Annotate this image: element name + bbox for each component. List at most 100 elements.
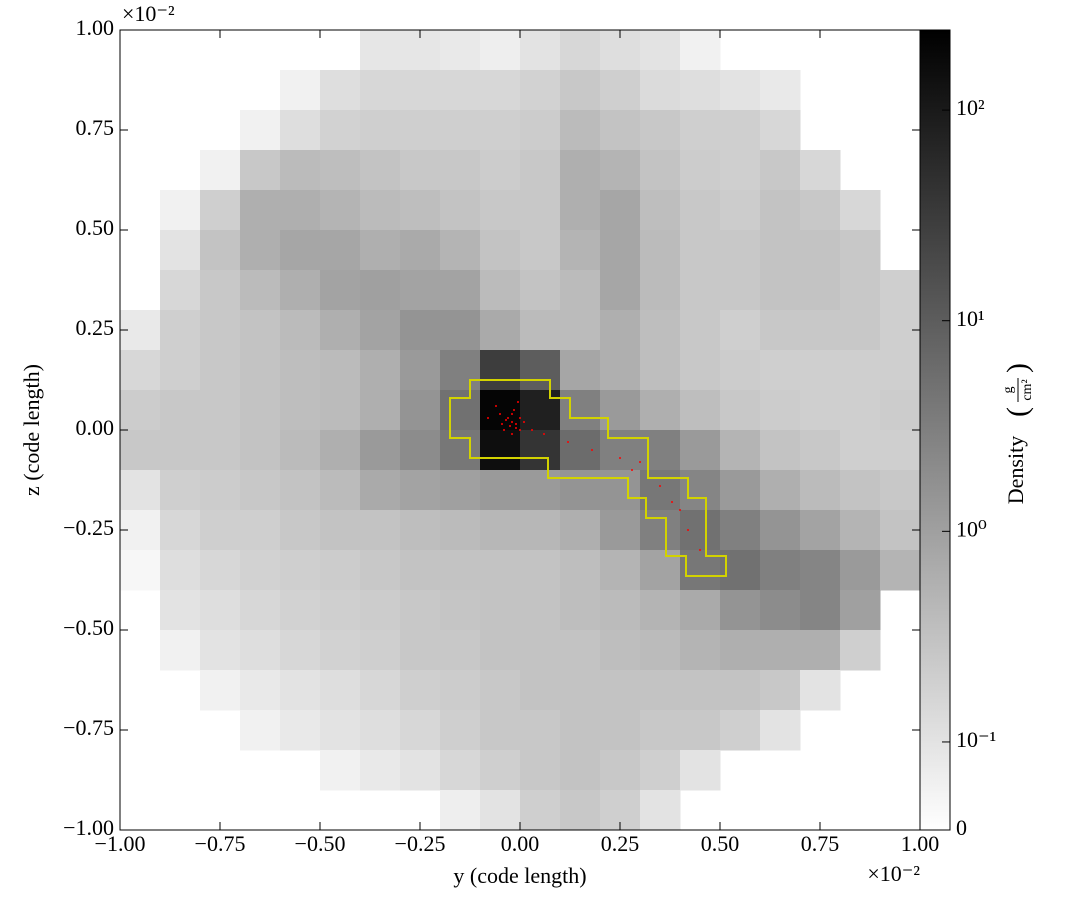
density-cell [360,750,401,791]
density-cell [440,190,481,231]
density-cell [240,470,281,511]
density-cell [240,390,281,431]
density-cell [600,750,641,791]
density-cell [360,70,401,111]
density-cell [720,710,761,751]
density-cell [640,190,681,231]
density-cell [360,230,401,271]
density-cell [680,630,721,671]
particle [507,417,509,419]
density-cell [600,350,641,391]
density-cell [400,550,441,591]
density-cell [760,470,801,511]
density-cell [760,590,801,631]
density-cell [760,70,801,111]
density-cell [560,470,601,511]
density-cell [360,390,401,431]
density-cell [520,790,561,831]
density-cell [840,470,881,511]
density-cell [720,470,761,511]
density-cell [440,70,481,111]
density-cell [200,550,241,591]
density-cell [560,710,601,751]
density-cell [440,110,481,151]
density-cell [560,30,601,71]
density-cell [640,670,681,711]
density-cell [480,790,521,831]
colorbar-tick-label: 0 [956,815,967,840]
overlay [449,379,727,577]
density-cell [400,590,441,631]
density-cell [440,750,481,791]
density-cell [800,470,841,511]
contour [449,379,727,577]
density-cell [320,510,361,551]
density-cell [120,350,161,391]
density-cell [160,470,201,511]
density-cell [280,710,321,751]
density-cell [440,350,481,391]
density-cell [160,350,201,391]
density-cell [160,230,201,271]
density-cell [800,390,841,431]
density-cell [600,270,641,311]
density-cell [640,350,681,391]
density-cell [840,390,881,431]
density-cell [560,510,601,551]
density-cell [520,310,561,351]
particle [659,485,661,487]
density-cell [320,150,361,191]
density-cell [520,590,561,631]
particle [517,401,519,403]
density-cell [680,230,721,271]
density-cell [880,430,921,471]
density-cell [400,310,441,351]
density-cell [120,430,161,471]
density-cell [680,390,721,431]
paren: ( [1001,407,1034,417]
particle [519,429,521,431]
density-cell [280,470,321,511]
density-cell [120,470,161,511]
density-cell [160,430,201,471]
colorbar-unit-denominator: cm² [1020,379,1035,400]
density-cell [320,710,361,751]
density-cell [400,150,441,191]
particle [639,461,641,463]
density-cell [200,470,241,511]
density-cell [800,510,841,551]
density-cell [640,230,681,271]
density-cell [480,110,521,151]
density-cell [600,390,641,431]
density-cell [280,190,321,231]
density-cell [480,190,521,231]
density-cell [560,190,601,231]
particle [513,409,515,411]
density-cell [440,270,481,311]
density-cell [520,670,561,711]
density-cell [800,430,841,471]
density-cell [600,430,641,471]
density-cell [520,190,561,231]
density-cell [800,190,841,231]
density-cell [720,430,761,471]
density-cell [200,190,241,231]
density-cell [520,750,561,791]
density-cell [680,110,721,151]
x-tick-label: 0.75 [801,831,840,856]
density-cell [320,670,361,711]
particle [503,429,505,431]
density-cell [560,110,601,151]
density-cell [320,590,361,631]
density-cell [640,430,681,471]
density-cell [320,190,361,231]
density-cell [560,550,601,591]
density-cell [400,510,441,551]
density-cell [640,150,681,191]
density-cell [520,110,561,151]
density-cell [760,150,801,191]
density-cell [400,630,441,671]
density-cell [440,670,481,711]
density-cell [280,550,321,591]
